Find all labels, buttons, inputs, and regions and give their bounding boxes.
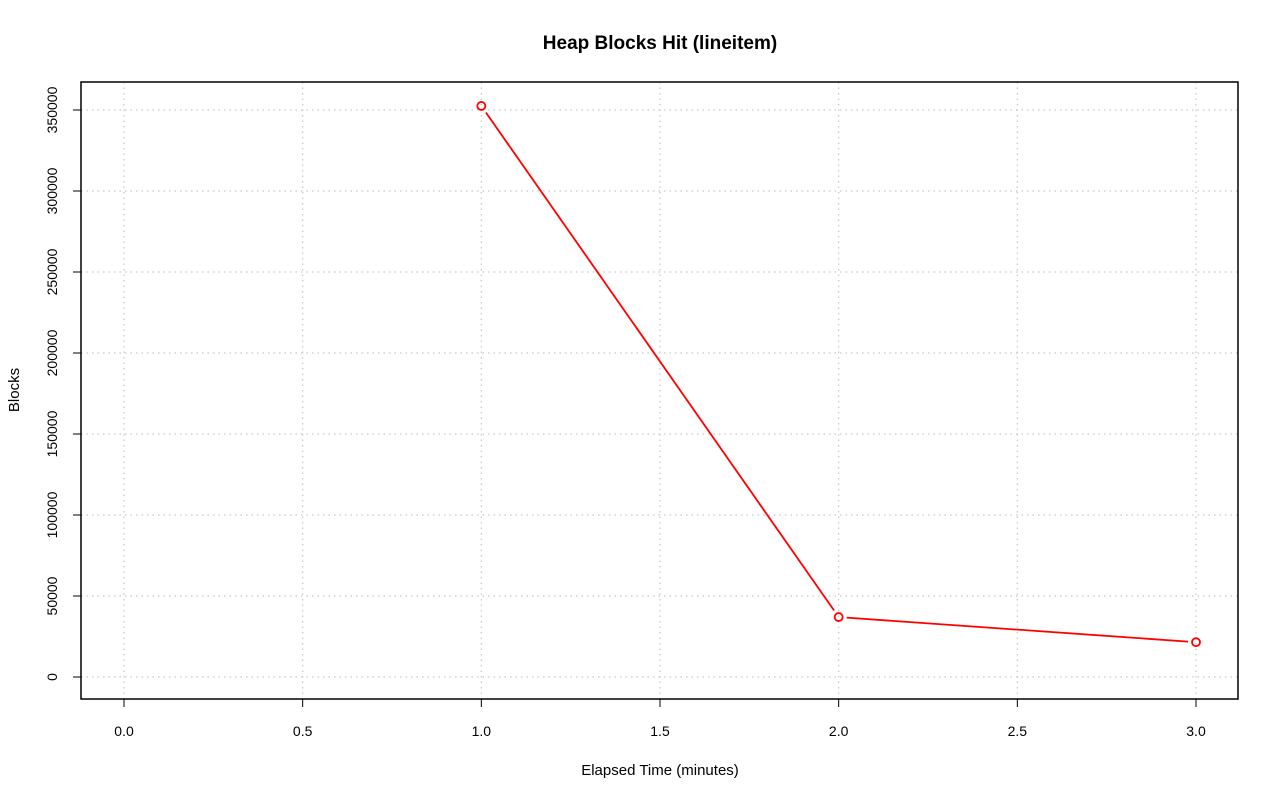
x-tick-label: 0.5 [293,723,313,739]
y-tick-label: 200000 [44,329,60,376]
data-point [476,101,487,111]
chart-title: Heap Blocks Hit (lineitem) [543,33,777,54]
x-tick-label: 1.5 [650,723,670,739]
series-layer [476,101,1201,648]
x-tick-label: 2.0 [829,723,849,739]
grid [81,82,1238,699]
data-point [833,612,844,622]
x-tick-label: 1.0 [472,723,492,739]
y-tick-label: 150000 [44,410,60,457]
x-tick-label: 0.0 [114,723,134,739]
y-tick-label: 50000 [44,576,60,615]
x-tick-label: 2.5 [1008,723,1028,739]
y-tick-label: 250000 [44,248,60,295]
y-axis: 0 50000 100000 150000 200000 250000 300000 3500… [44,86,81,681]
y-tick-label: 300000 [44,167,60,214]
x-axis: 0.0 0.5 1.0 1.5 2.0 2.5 3.0 [114,699,1206,739]
y-tick-label: 350000 [44,86,60,133]
data-point [1191,637,1201,648]
y-axis-label: Blocks [6,368,23,412]
y-tick-label: 100000 [44,491,60,538]
series-line-segment [485,111,835,612]
series-line-segment [846,616,1189,643]
x-tick-label: 3.0 [1186,723,1206,739]
y-tick-label: 0 [44,673,60,681]
x-axis-label: Elapsed Time (minutes) [581,762,739,779]
